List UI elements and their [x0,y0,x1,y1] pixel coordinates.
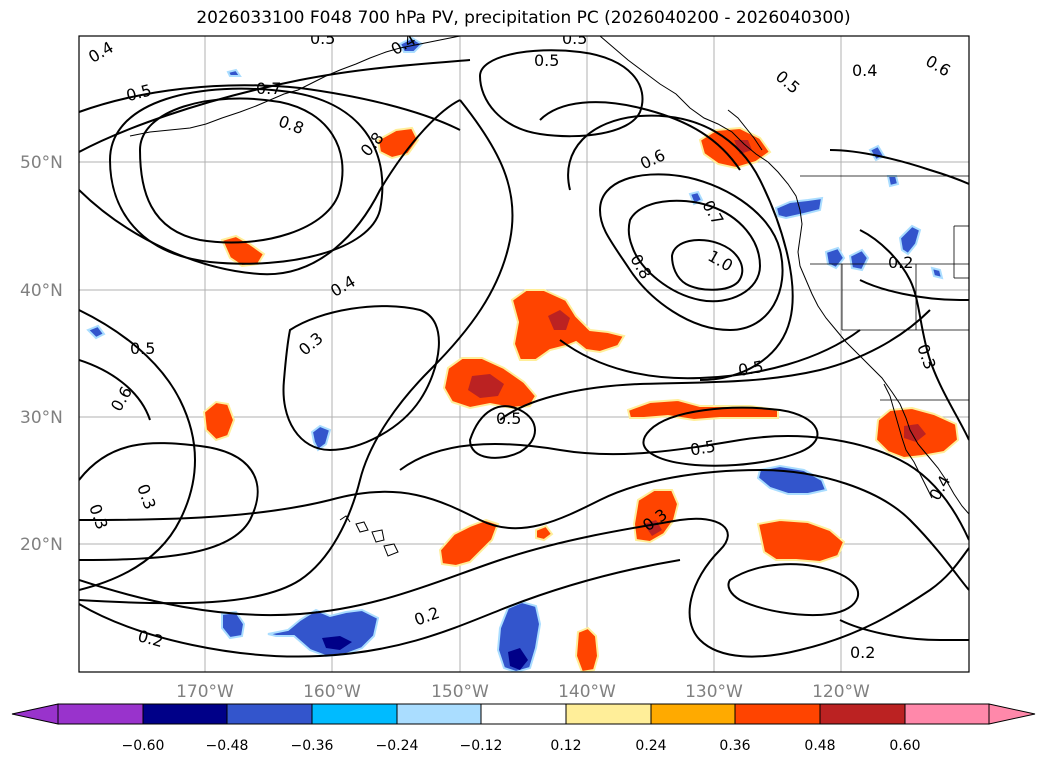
colorbar-bin [142,703,228,725]
colorbar-bin [650,703,736,725]
contour-label: 0.5 [310,29,335,48]
colorbar-bin [396,703,482,725]
colorbar-tick-label: 0.24 [635,738,666,754]
map-frame [78,35,970,673]
colorbar-tick-label: −0.60 [122,738,165,754]
longitude-labels: 170°W 160°W 150°W 140°W 130°W 120°W [176,682,870,702]
lat-label: 20°N [20,535,63,555]
borders [800,175,969,401]
colorbar-bin [480,703,567,725]
colorbar-tick-label: −0.36 [291,738,334,754]
contour-label: 0.5 [737,357,765,380]
colorbar-tick-label: 0.48 [804,738,835,754]
lon-label: 170°W [176,682,234,702]
colorbar-bin [57,703,144,725]
contour-label: 0.5 [534,51,559,70]
colorbar-bin [311,703,398,725]
map-title: 2026033100 F048 700 hPa PV, precipitatio… [196,8,851,28]
precip-strong-negative [322,636,528,670]
contour-label: 0.4 [852,61,877,80]
contour-label: 0.5 [496,409,521,428]
contour-label: 0.5 [130,339,155,358]
lon-label: 140°W [558,682,616,702]
colorbar-bin [904,703,990,725]
coastlines [129,36,969,557]
colorbar [11,703,1036,725]
colorbar-bin [734,703,821,725]
lat-label: 40°N [20,281,63,301]
colorbar-extend-high [988,703,1036,725]
lat-label: 30°N [20,408,63,428]
precip-positive [202,126,960,672]
contour-label: 0.7 [256,79,281,98]
colorbar-tick-label: 0.60 [889,738,920,754]
colorbar-tick-label: 0.36 [719,738,750,754]
contour-label: 0.5 [689,436,717,459]
colorbar-tick-label: −0.24 [376,738,419,754]
precip-strong [468,140,926,536]
contour-label: 0.2 [888,253,913,272]
lon-label: 160°W [303,682,361,702]
colorbar-ticks: −0.60 −0.48 −0.36 −0.24 −0.12 0.12 0.24 … [122,738,921,754]
colorbar-bin [226,703,313,725]
colorbar-extend-low [11,703,59,725]
lon-label: 130°W [685,682,743,702]
contour-label: 0.5 [562,29,587,48]
lat-label: 50°N [20,153,63,173]
colorbar-tick-label: −0.12 [460,738,503,754]
lon-label: 120°W [812,682,870,702]
colorbar-bin [819,703,906,725]
latitude-labels: 50°N 40°N 30°N 20°N [20,153,63,555]
colorbar-tick-label: 0.12 [550,738,581,754]
colorbar-tick-label: −0.48 [206,738,249,754]
contour-label: 0.2 [850,643,875,662]
pv-contours [79,49,969,658]
lon-label: 150°W [431,682,489,702]
colorbar-bin [565,703,652,725]
